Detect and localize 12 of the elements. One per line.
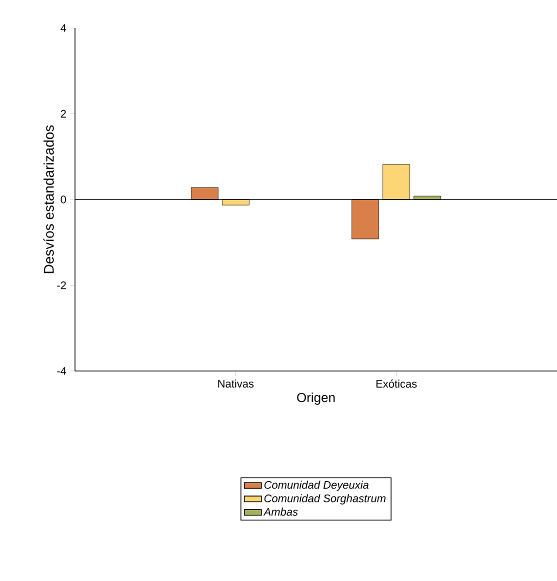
- x-tick-label: Exóticas: [376, 380, 417, 388]
- y-tick-label: -4: [57, 367, 66, 375]
- y-tick-label: 4: [60, 24, 66, 32]
- y-axis-title: Desvíos estandarizados: [43, 125, 54, 274]
- y-tick-label: 2: [60, 110, 66, 118]
- y-tick-label: -2: [57, 281, 66, 290]
- x-axis-title: Origen: [297, 392, 335, 405]
- legend-label: Comunidad Sorghastrum: [264, 494, 386, 504]
- x-tick-label: Nativas: [218, 380, 254, 388]
- legend-label: Comunidad Deyeuxia: [264, 480, 369, 491]
- legend-label: Ambas: [263, 508, 298, 516]
- y-tick-label: 0: [60, 196, 66, 204]
